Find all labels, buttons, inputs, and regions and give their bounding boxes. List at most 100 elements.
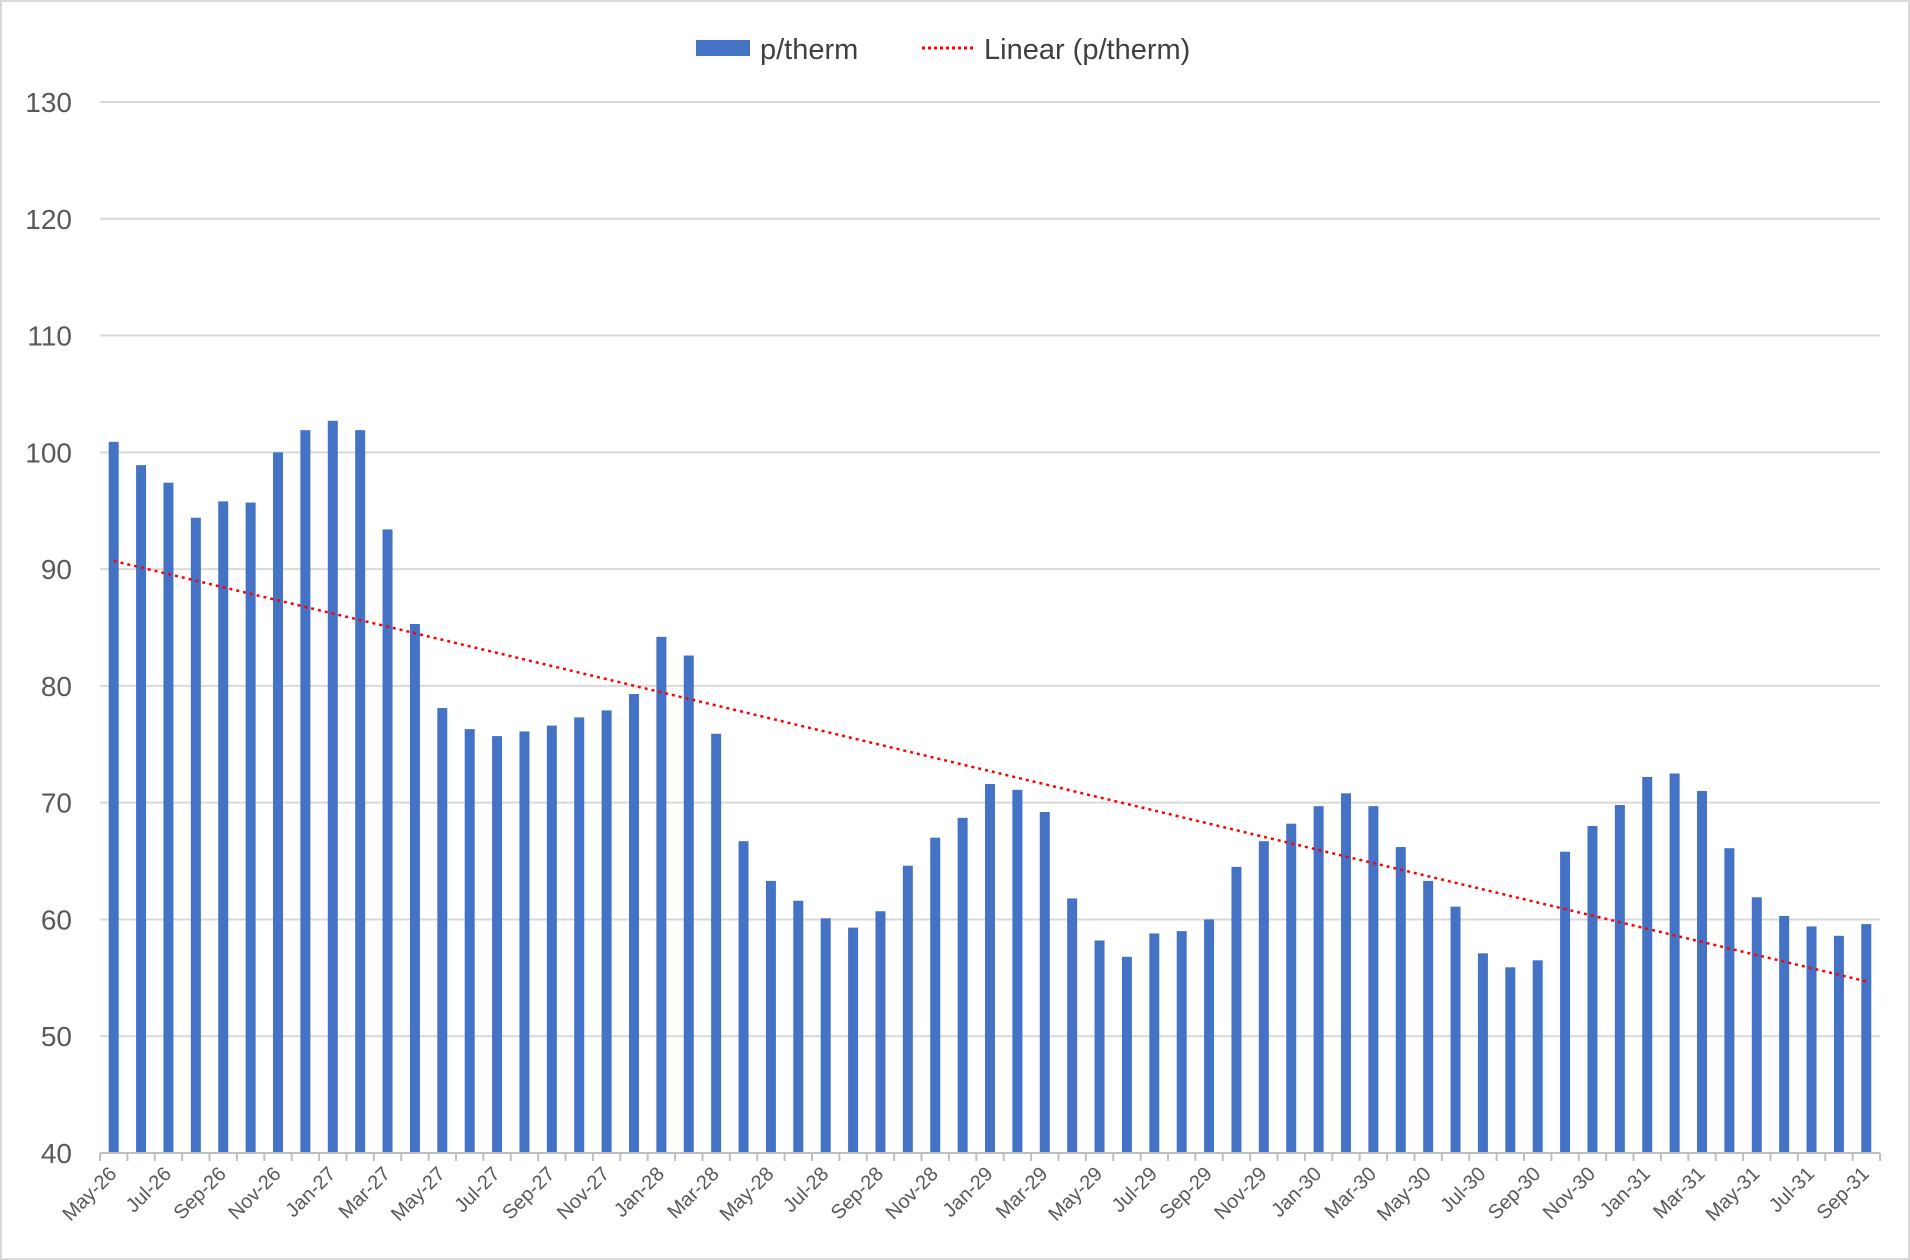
bar-Jul-27 [492, 736, 503, 1153]
x-tick-label-Sep-30: Sep-30 [1484, 1163, 1545, 1224]
bar-Apr-31 [1724, 848, 1735, 1153]
x-tick-label-Jul-29: Jul-29 [1108, 1163, 1162, 1217]
bar-Aug-27 [519, 731, 530, 1153]
bar-Jan-28 [656, 636, 667, 1153]
x-tick-label-May-28: May-28 [716, 1163, 779, 1226]
legend-label-p-therm: p/therm [760, 34, 858, 66]
x-tick-label-Sep-29: Sep-29 [1155, 1163, 1216, 1224]
bar-Aug-31 [1833, 935, 1844, 1153]
bar-Jul-30 [1477, 953, 1488, 1153]
x-tick-label-Sep-28: Sep-28 [827, 1163, 888, 1224]
x-tick-label-Jul-31: Jul-31 [1765, 1163, 1819, 1217]
bar-Oct-30 [1560, 851, 1571, 1153]
bar-May-29 [1094, 940, 1105, 1153]
y-tick-label-80: 80 [41, 671, 72, 702]
bar-Feb-31 [1669, 773, 1680, 1153]
bar-Jun-26 [136, 465, 147, 1153]
bar-Mar-28 [711, 733, 722, 1153]
bar-Aug-26 [190, 517, 201, 1153]
x-tick-label-Mar-31: Mar-31 [1649, 1163, 1709, 1223]
y-axis-tick-labels: 40 50 60 70 80 90 100 110 120 130 [25, 87, 72, 1169]
bar-Jun-30 [1450, 906, 1461, 1153]
bar-Mar-27 [382, 529, 393, 1153]
chart-legend: p/therm Linear (p/therm) [696, 34, 1190, 66]
bar-Jun-29 [1121, 956, 1132, 1153]
bar-Jan-27 [327, 420, 338, 1153]
x-tick-label-Jan-31: Jan-31 [1596, 1163, 1655, 1222]
x-tick-label-Mar-27: Mar-27 [335, 1163, 395, 1223]
bar-Dec-28 [957, 817, 968, 1153]
bar-Jan-31 [1642, 776, 1653, 1153]
bar-Apr-27 [409, 623, 420, 1153]
bar-Jun-28 [793, 900, 804, 1153]
x-tick-label-Jul-30: Jul-30 [1436, 1163, 1490, 1217]
x-tick-label-Nov-29: Nov-29 [1210, 1163, 1271, 1224]
x-tick-label-Jan-30: Jan-30 [1267, 1163, 1326, 1222]
bar-Dec-26 [300, 430, 311, 1153]
x-tick-label-Sep-31: Sep-31 [1813, 1163, 1874, 1224]
bar-Apr-29 [1067, 898, 1078, 1153]
bar-Jan-30 [1313, 806, 1324, 1153]
x-tick-label-Sep-27: Sep-27 [498, 1163, 559, 1224]
bar-May-27 [437, 708, 448, 1153]
bar-Aug-30 [1505, 967, 1516, 1153]
bar-Nov-29 [1258, 841, 1269, 1153]
bar-Jun-31 [1779, 915, 1790, 1153]
bar-May-30 [1423, 880, 1434, 1153]
bar-Jul-26 [163, 482, 174, 1153]
x-tick-label-Nov-28: Nov-28 [882, 1163, 943, 1224]
y-tick-label-120: 120 [25, 204, 72, 235]
bar-Jul-29 [1149, 933, 1160, 1153]
bar-Sep-27 [546, 725, 557, 1153]
bar-Aug-29 [1176, 931, 1187, 1153]
bar-Nov-27 [601, 710, 612, 1153]
bar-Jan-29 [985, 783, 995, 1153]
bar-Oct-26 [245, 502, 256, 1153]
x-tick-label-May-29: May-29 [1044, 1163, 1107, 1226]
x-tick-label-Sep-26: Sep-26 [170, 1163, 231, 1224]
bar-Dec-30 [1614, 805, 1625, 1153]
legend-label-linear-trend: Linear (p/therm) [984, 34, 1190, 66]
bar-Nov-26 [273, 452, 283, 1153]
y-tick-label-100: 100 [25, 437, 72, 468]
x-tick-label-Jan-29: Jan-29 [939, 1163, 998, 1222]
bar-Apr-30 [1395, 847, 1406, 1153]
bar-Sep-28 [875, 911, 886, 1153]
bar-Jun-27 [464, 729, 475, 1153]
bar-Feb-28 [683, 655, 694, 1153]
bar-May-28 [765, 880, 776, 1153]
bar-Mar-30 [1368, 806, 1379, 1153]
y-tick-label-60: 60 [41, 904, 72, 935]
bar-Feb-30 [1341, 793, 1351, 1153]
x-tick-label-May-30: May-30 [1373, 1163, 1436, 1226]
x-tick-label-May-26: May-26 [59, 1163, 122, 1226]
bar-May-26 [108, 441, 119, 1153]
x-axis-tick-labels: May-26 Jul-26Sep-26Nov-26Jan-27Mar-27May-… [59, 1163, 1874, 1226]
y-gridlines [100, 101, 1880, 1038]
x-tick-label-Nov-27: Nov-27 [553, 1163, 614, 1224]
y-tick-label-50: 50 [41, 1021, 72, 1052]
bar-Sep-31 [1861, 924, 1872, 1153]
x-tick-label-Mar-30: Mar-30 [1321, 1163, 1381, 1223]
bar-Mar-29 [1039, 812, 1050, 1153]
x-axis [99, 1152, 1881, 1161]
bar-Feb-27 [355, 430, 366, 1153]
bar-Oct-28 [902, 865, 913, 1153]
bar-Sep-29 [1204, 919, 1215, 1153]
x-tick-label-Mar-28: Mar-28 [663, 1163, 723, 1223]
y-tick-label-70: 70 [41, 788, 72, 819]
x-tick-label-Nov-26: Nov-26 [224, 1163, 285, 1224]
x-tick-label-Jan-28: Jan-28 [610, 1163, 669, 1222]
bar-Oct-27 [574, 717, 585, 1153]
bar-Dec-27 [629, 694, 639, 1153]
bar-Apr-28 [738, 841, 749, 1153]
bar-Mar-31 [1697, 790, 1707, 1153]
legend-swatch-p-therm [696, 40, 750, 56]
bar-Aug-28 [848, 927, 859, 1153]
bar-Sep-30 [1532, 960, 1543, 1153]
bar-Feb-29 [1012, 789, 1023, 1153]
x-tick-label-Jul-28: Jul-28 [779, 1163, 833, 1217]
bar-Oct-29 [1231, 866, 1242, 1153]
